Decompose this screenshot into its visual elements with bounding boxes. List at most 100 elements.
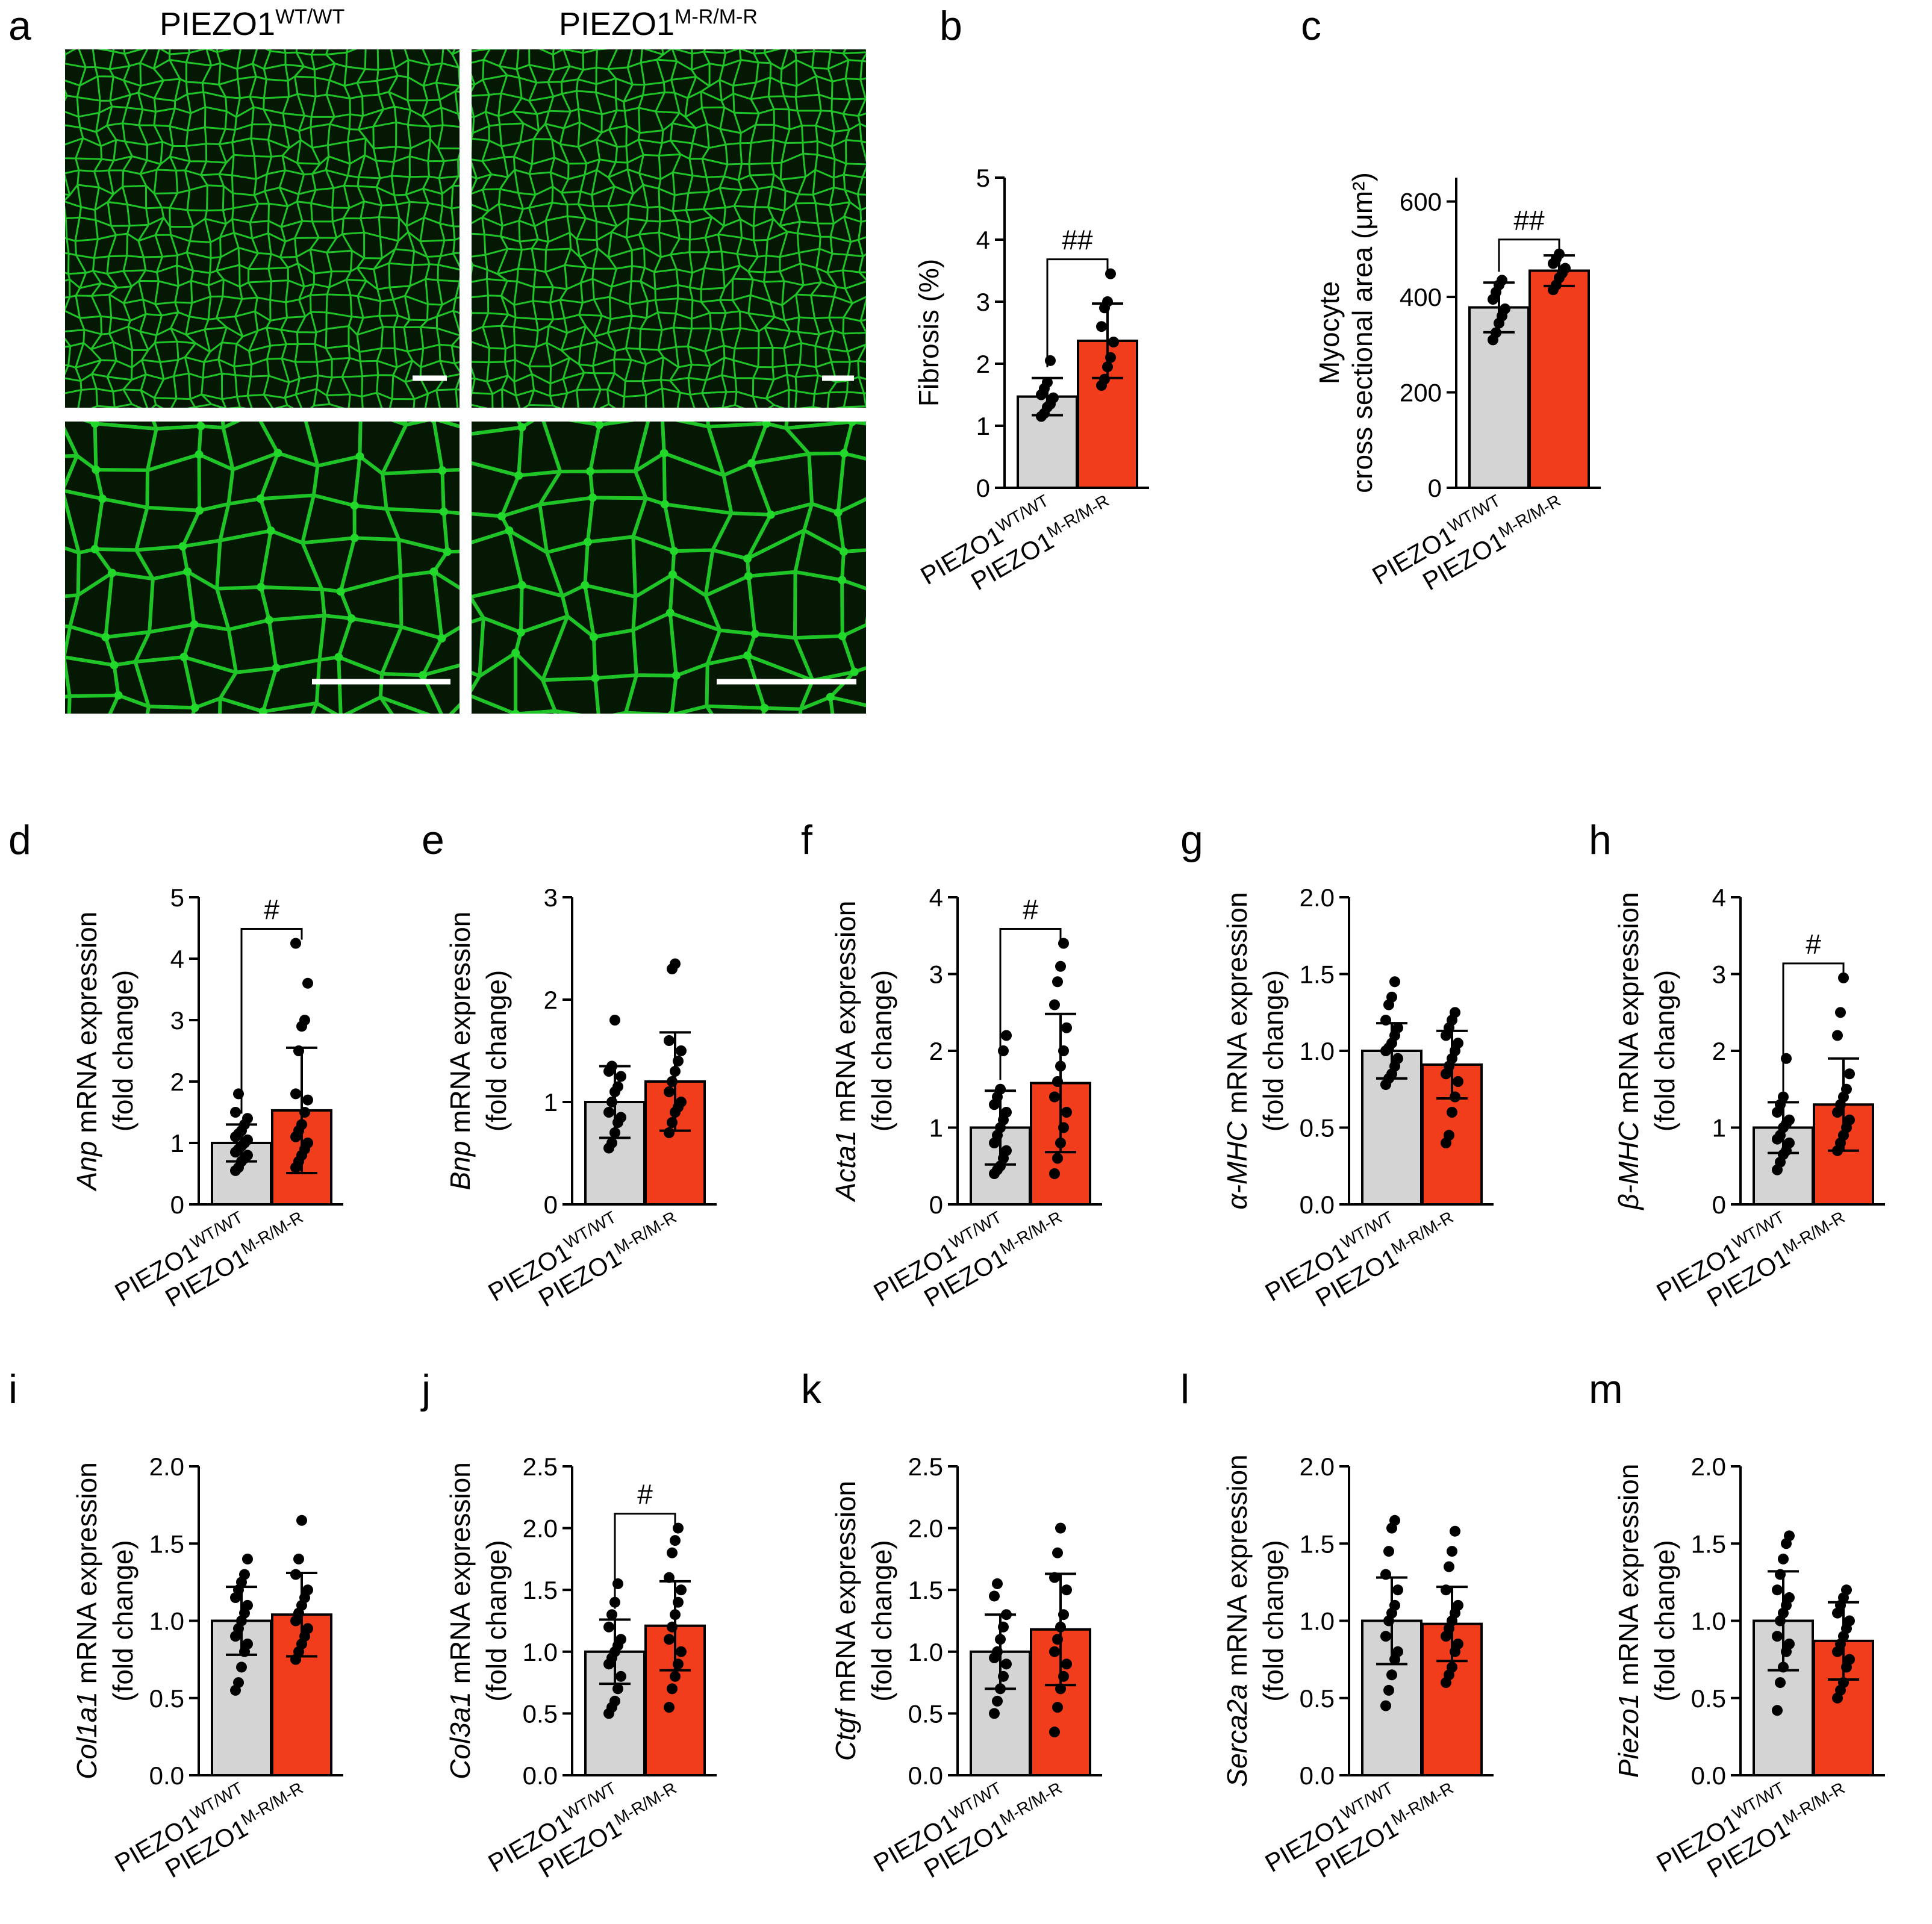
data-point xyxy=(1392,1053,1403,1064)
y-tick-label: 1 xyxy=(1712,1114,1726,1142)
data-point xyxy=(296,1515,307,1526)
significance-bracket xyxy=(1046,258,1109,367)
chart-panel-m: m0.00.51.01.52.0PIEZO1WT/WTPIEZO1M-R/M-R… xyxy=(1589,1366,1885,1883)
y-axis-label-line2: (fold change) xyxy=(866,1540,897,1702)
data-point xyxy=(1392,1022,1403,1033)
micrograph-nucleus xyxy=(760,703,769,712)
y-axis-label-line2: (fold change) xyxy=(1257,1540,1289,1702)
y-tick-label: 1 xyxy=(170,1129,184,1157)
micrograph-nucleus xyxy=(178,542,187,551)
panel-letter-d: d xyxy=(8,817,31,863)
y-tick-label: 3 xyxy=(544,883,558,912)
data-point xyxy=(299,1015,310,1026)
data-point xyxy=(302,1584,313,1596)
micrograph-membrane-network xyxy=(65,49,460,408)
data-point xyxy=(1447,1661,1457,1673)
panel-letter-e: e xyxy=(422,817,444,863)
data-point xyxy=(230,1107,241,1118)
micrograph-nucleus xyxy=(517,423,526,432)
y-tick-label: 0.5 xyxy=(523,1699,558,1728)
data-point xyxy=(1835,1007,1846,1018)
y-tick-label: 5 xyxy=(170,883,184,912)
micrograph-nucleus xyxy=(658,413,667,422)
micrograph-nucleus xyxy=(743,554,752,563)
data-point xyxy=(242,1553,253,1564)
data-point xyxy=(1554,248,1565,260)
data-point xyxy=(1453,1599,1463,1611)
data-point xyxy=(1105,268,1116,279)
data-point xyxy=(676,1045,687,1056)
y-tick-label: 0.0 xyxy=(149,1761,184,1790)
y-tick-label: 5 xyxy=(976,164,990,192)
micrograph-tile xyxy=(428,409,866,748)
micrograph-nucleus xyxy=(114,691,123,700)
y-tick-label: 2.0 xyxy=(908,1515,943,1543)
y-axis-label-line2: (fold change) xyxy=(1649,970,1680,1132)
chart-panel-j: j0.00.51.01.52.02.5PIEZO1WT/WTPIEZO1M-R/… xyxy=(420,1366,717,1883)
micrograph-nucleus xyxy=(334,653,343,662)
y-tick-label: 0.5 xyxy=(908,1699,943,1728)
micrograph-nucleus xyxy=(110,661,119,670)
y-tick-label: 0.5 xyxy=(1300,1684,1335,1713)
data-point xyxy=(290,938,301,949)
y-tick-label: 0.0 xyxy=(523,1761,558,1790)
micrograph-nucleus xyxy=(428,739,436,748)
y-tick-label: 1 xyxy=(976,412,990,440)
micrograph-nucleus xyxy=(256,494,265,503)
micrograph-nucleus xyxy=(347,614,356,623)
micrograph-nucleus xyxy=(108,568,116,578)
y-tick-label: 4 xyxy=(1712,883,1726,912)
micrograph-nucleus xyxy=(430,422,437,423)
data-point xyxy=(1052,1153,1063,1164)
micrograph-title-mr: PIEZO1M-R/M-R xyxy=(559,5,758,42)
y-axis-label-line2: (fold change) xyxy=(481,970,512,1132)
micrograph-nucleus xyxy=(838,576,847,585)
micrograph-nucleus xyxy=(272,664,281,673)
micrograph-nucleus xyxy=(505,526,514,535)
data-point xyxy=(992,1695,1003,1707)
data-point xyxy=(1778,1091,1789,1103)
data-point xyxy=(1058,938,1069,949)
y-axis-label-line2: (fold change) xyxy=(107,970,139,1132)
micrograph-nucleus xyxy=(175,753,184,762)
data-point xyxy=(1784,1138,1795,1148)
y-tick-label: 2.0 xyxy=(1691,1452,1726,1481)
data-point xyxy=(1055,960,1066,972)
y-tick-label: 0 xyxy=(544,1191,558,1219)
micrograph-nucleus xyxy=(183,567,192,576)
micrograph-nucleus xyxy=(438,409,447,417)
data-point xyxy=(1844,1615,1855,1627)
data-point xyxy=(1844,1654,1855,1665)
data-point xyxy=(1784,1530,1795,1542)
data-point xyxy=(989,1708,1000,1719)
micrograph-nucleus xyxy=(90,544,99,553)
chart-panel-c: c0200400600PIEZO1WT/WTPIEZO1M-R/M-R##Myo… xyxy=(1301,3,1601,596)
y-tick-label: 1.5 xyxy=(1300,1530,1335,1558)
micrograph-nucleus xyxy=(834,508,843,517)
micrograph-nucleus xyxy=(338,712,343,714)
panel-letter-j: j xyxy=(420,1366,431,1412)
significance-bracket xyxy=(614,1513,676,1609)
significance-bracket xyxy=(999,928,1062,1080)
data-point xyxy=(1453,1038,1463,1049)
data-point xyxy=(676,1646,687,1657)
data-point xyxy=(242,1150,253,1161)
data-point xyxy=(1049,1168,1060,1179)
micrograph-nucleus xyxy=(264,615,273,624)
y-axis-label: Fibrosis (%) xyxy=(913,259,944,406)
y-tick-label: 4 xyxy=(929,883,943,912)
micrograph-nucleus xyxy=(665,608,675,617)
y-tick-label: 3 xyxy=(1712,960,1726,989)
micrograph-nucleus xyxy=(588,493,597,502)
micrograph-tile xyxy=(65,422,460,762)
micrograph-nucleus xyxy=(273,449,282,458)
micrograph-title-wt: PIEZO1WT/WT xyxy=(160,5,344,42)
y-tick-label: 0 xyxy=(976,474,990,502)
data-point xyxy=(615,1670,626,1682)
y-tick-label: 0.5 xyxy=(1691,1684,1726,1713)
data-point xyxy=(1386,991,1397,1003)
y-axis-label-line1: Col3a1 mRNA expression xyxy=(444,1462,476,1779)
data-point xyxy=(1392,1584,1403,1596)
panel-letter-b: b xyxy=(940,3,962,49)
